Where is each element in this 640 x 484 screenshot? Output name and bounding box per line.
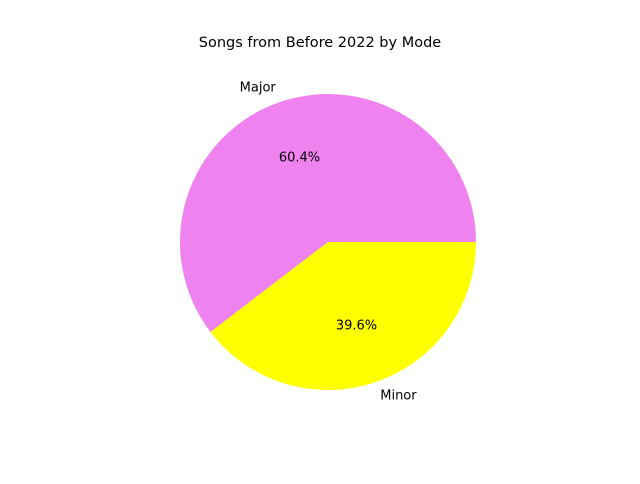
slice-label-major: Major [240, 80, 277, 95]
chart-title: Songs from Before 2022 by Mode [198, 35, 442, 51]
slice-label-minor: Minor [380, 389, 417, 404]
slice-percent-minor: 39.6% [336, 319, 377, 334]
slice-percent-major: 60.4% [279, 150, 320, 165]
pie-slice-minor [210, 242, 476, 391]
pie-slice-major [180, 94, 476, 332]
